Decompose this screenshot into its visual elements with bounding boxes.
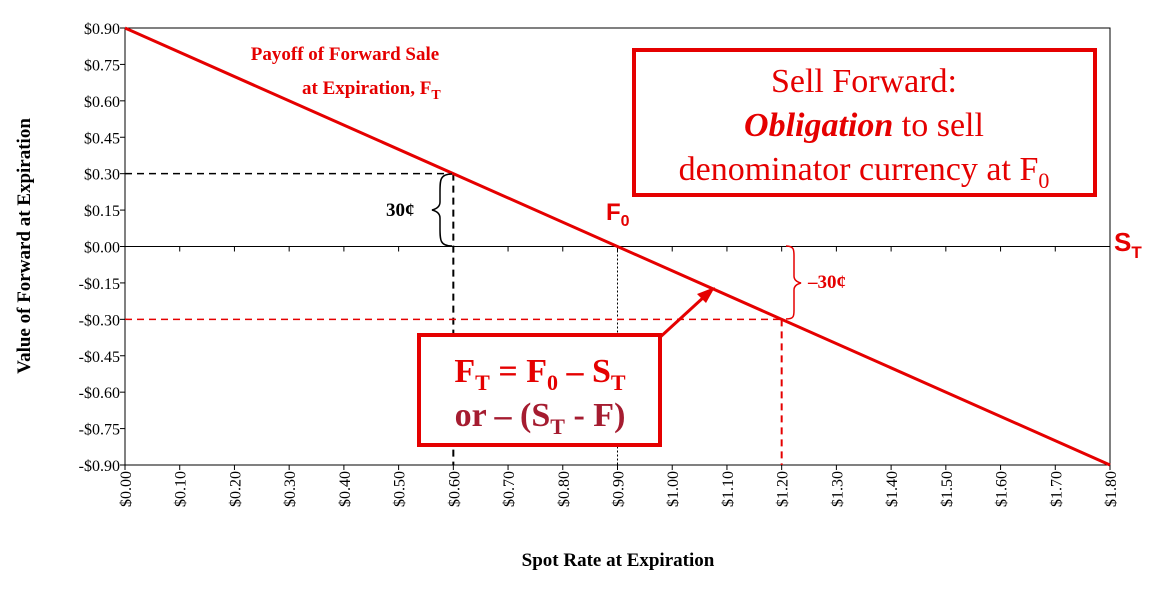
y-tick-label: -$0.45 [79, 349, 120, 366]
equation-line2: or – (ST - F) [455, 397, 626, 439]
equation-box [417, 333, 662, 447]
f0-label: F0 [606, 199, 630, 230]
equation-line1: FT = F0 – ST [454, 353, 626, 395]
info-box [632, 48, 1097, 197]
x-tick-label: $1.70 [1048, 471, 1065, 507]
y-tick-label: $0.15 [84, 203, 120, 220]
gain-label: 30¢ [386, 200, 415, 221]
x-tick-label: $1.40 [884, 471, 901, 507]
eq-f0: = F [490, 353, 547, 390]
eq-ft: F [454, 353, 475, 390]
x-tick-label: $1.00 [665, 471, 682, 507]
info-line1: Sell Forward: [771, 63, 957, 100]
x-tick-label: $0.60 [446, 471, 463, 507]
payoff-label-line1: Payoff of Forward Sale [251, 44, 439, 65]
equation-arrowhead [697, 287, 715, 303]
st-sub: T [1131, 243, 1142, 262]
y-tick-label: -$0.90 [79, 458, 120, 475]
gain-brace [431, 173, 453, 247]
y-tick-label: $0.90 [84, 21, 120, 38]
info-line2: Obligation to sell [744, 107, 984, 144]
x-tick-label: $1.80 [1103, 471, 1120, 507]
x-tick-label: $1.20 [775, 471, 792, 507]
eq-or: or – (S [455, 397, 551, 434]
y-tick-label: -$0.30 [79, 312, 120, 329]
x-tick-label: $1.10 [720, 471, 737, 507]
x-tick-label: $0.90 [611, 471, 628, 507]
eq-st: – S [558, 353, 611, 390]
y-tick-label: -$0.75 [79, 422, 120, 439]
f0-text: F [606, 199, 621, 226]
eq-st-sub: T [611, 370, 626, 395]
y-tick-label: $0.75 [84, 57, 120, 74]
series-line-forward-payoff [124, 26, 1111, 467]
x-axis: $0.00 $0.10 $0.20 $0.30 $0.40 $0.50 $0.60 $0.70… [118, 246, 1120, 507]
payoff-label-text: at Expiration, F [302, 78, 431, 99]
loss-brace [785, 245, 802, 320]
payoff-label-sub: T [431, 88, 441, 103]
series-group [124, 26, 1111, 467]
x-tick-label: $0.70 [501, 471, 518, 507]
info-line2-rest: to sell [893, 107, 984, 144]
eq-or-sub: T [550, 414, 565, 439]
payoff-label-line2: at Expiration, FT [302, 78, 441, 103]
y-tick-label: $0.60 [84, 94, 120, 111]
loss-label: –30¢ [807, 272, 846, 293]
eq-ft-sub: T [475, 370, 490, 395]
x-tick-label: $1.50 [939, 471, 956, 507]
x-tick-label: $0.40 [337, 471, 354, 507]
st-text: S [1114, 227, 1131, 257]
x-tick-label: $1.60 [994, 471, 1011, 507]
x-tick-label: $0.30 [282, 471, 299, 507]
info-line3: denominator currency at F0 [679, 151, 1050, 193]
y-tick-label: -$0.15 [79, 276, 120, 293]
eq-f0-sub: 0 [547, 370, 558, 395]
y-axis-title: Value of Forward at Expiration [14, 118, 35, 374]
y-tick-label: $0.00 [84, 240, 120, 257]
x-tick-label: $0.80 [556, 471, 573, 507]
x-tick-label: $0.50 [392, 471, 409, 507]
info-line3-sub: 0 [1038, 168, 1049, 193]
info-line3-text: denominator currency at F [679, 151, 1039, 188]
f0-sub: 0 [621, 213, 630, 230]
st-label: ST [1114, 227, 1142, 262]
y-tick-label: -$0.60 [79, 385, 120, 402]
x-tick-label: $0.00 [118, 471, 135, 507]
equation-arrow [655, 294, 707, 342]
x-tick-label: $1.30 [829, 471, 846, 507]
info-line2-emph: Obligation [744, 107, 893, 144]
x-axis-title: Spot Rate at Expiration [522, 550, 715, 571]
x-tick-label: $0.20 [227, 471, 244, 507]
eq-or-end: - F) [565, 397, 625, 434]
y-tick-label: $0.30 [84, 167, 120, 184]
x-tick-label: $0.10 [173, 471, 190, 507]
y-tick-label: $0.45 [84, 130, 120, 147]
